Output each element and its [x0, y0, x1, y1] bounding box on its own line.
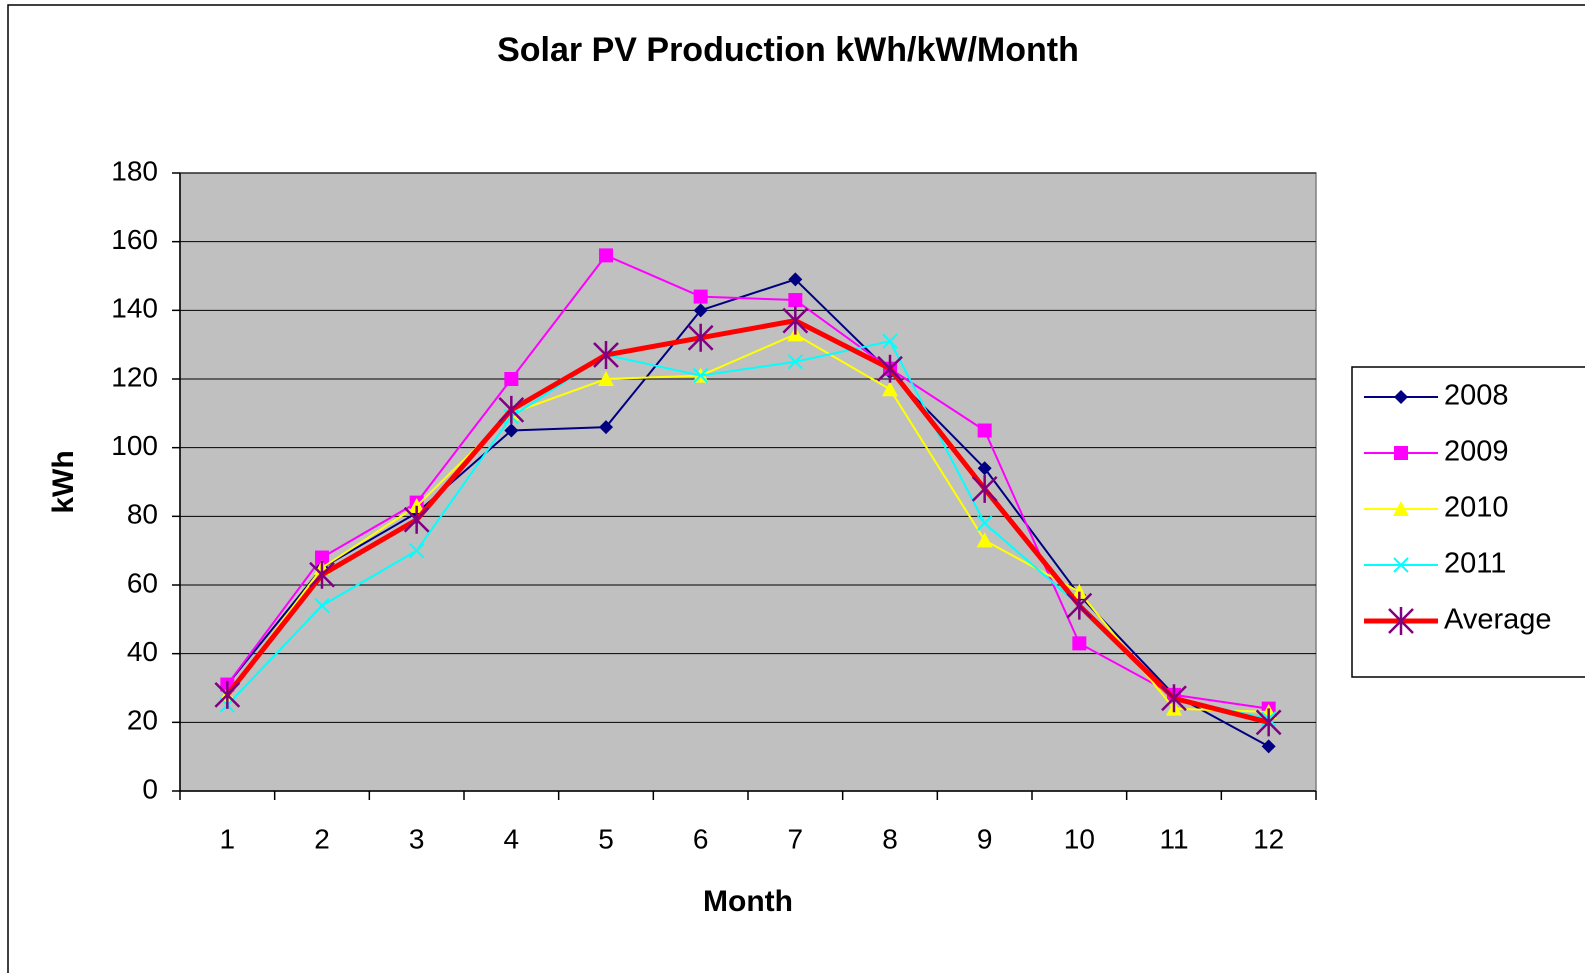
marker	[1261, 739, 1276, 754]
marker	[977, 423, 992, 438]
x-tick-label: 5	[598, 823, 614, 854]
x-tick-label: 8	[882, 823, 898, 854]
legend-label: 2009	[1444, 436, 1509, 468]
y-tick-label: 60	[127, 567, 158, 598]
marker	[599, 248, 613, 263]
marker	[877, 354, 903, 383]
marker	[598, 371, 614, 386]
marker	[315, 550, 329, 565]
marker	[408, 498, 425, 514]
series-line	[226, 333, 1269, 714]
x-tick-label: 10	[1064, 823, 1095, 854]
marker	[214, 680, 241, 709]
legend-marker	[1393, 501, 1409, 516]
series-line	[225, 318, 1270, 725]
legend-label: Average	[1444, 604, 1552, 636]
y-tick-label: 180	[111, 155, 158, 186]
marker	[599, 420, 613, 435]
y-tick-label: 120	[111, 361, 158, 392]
x-tick-label: 1	[220, 823, 236, 854]
legend-label: 2008	[1444, 380, 1509, 412]
marker	[882, 333, 898, 349]
plot-area	[179, 172, 1317, 792]
marker	[693, 303, 708, 318]
legend-marker	[1394, 390, 1408, 404]
x-tick-label: 11	[1159, 823, 1188, 854]
marker	[593, 340, 619, 369]
legend-label: 2011	[1444, 548, 1506, 580]
marker	[1161, 684, 1187, 713]
marker	[504, 372, 519, 386]
legend-label: 2010	[1444, 492, 1509, 524]
y-tick-label: 140	[111, 293, 158, 324]
marker	[976, 515, 993, 531]
legend-marker	[1388, 607, 1414, 635]
marker	[498, 395, 525, 424]
marker	[314, 597, 330, 614]
y-tick-label: 80	[127, 499, 158, 530]
x-tick-label: 3	[409, 823, 425, 854]
marker	[782, 306, 809, 335]
y-tick-label: 20	[127, 705, 158, 736]
legend-marker	[1394, 446, 1408, 460]
marker	[971, 474, 998, 503]
marker	[1066, 591, 1093, 620]
marker	[788, 272, 803, 287]
marker	[787, 354, 804, 370]
marker	[693, 289, 708, 304]
x-tick-label: 6	[693, 823, 709, 854]
marker	[1072, 636, 1087, 651]
series-line	[226, 254, 1269, 710]
x-tick-label: 2	[314, 823, 330, 854]
marker	[1071, 583, 1088, 599]
x-tick-label: 4	[504, 823, 520, 854]
y-tick-label: 40	[127, 636, 158, 667]
marker	[977, 461, 992, 476]
x-tick-label: 9	[977, 823, 993, 854]
marker	[882, 381, 898, 397]
marker	[309, 560, 335, 589]
marker	[504, 423, 519, 438]
x-tick-label: 12	[1253, 823, 1284, 854]
legend-marker	[1393, 557, 1409, 573]
marker	[403, 505, 430, 534]
y-tick-label: 100	[111, 430, 158, 461]
marker	[408, 542, 425, 559]
chart-title: Solar PV Production kWh/kW/Month	[497, 31, 1079, 69]
marker	[687, 323, 714, 352]
x-tick-label: 7	[788, 823, 804, 854]
marker	[976, 532, 993, 548]
x-axis-label: Month	[703, 885, 793, 918]
marker	[692, 367, 709, 384]
y-tick-label: 0	[142, 773, 158, 804]
marker	[788, 293, 803, 308]
y-axis-label: kWh	[47, 450, 80, 513]
marker	[1255, 708, 1282, 737]
y-tick-label: 160	[111, 224, 158, 255]
legend-box	[1351, 366, 1585, 678]
